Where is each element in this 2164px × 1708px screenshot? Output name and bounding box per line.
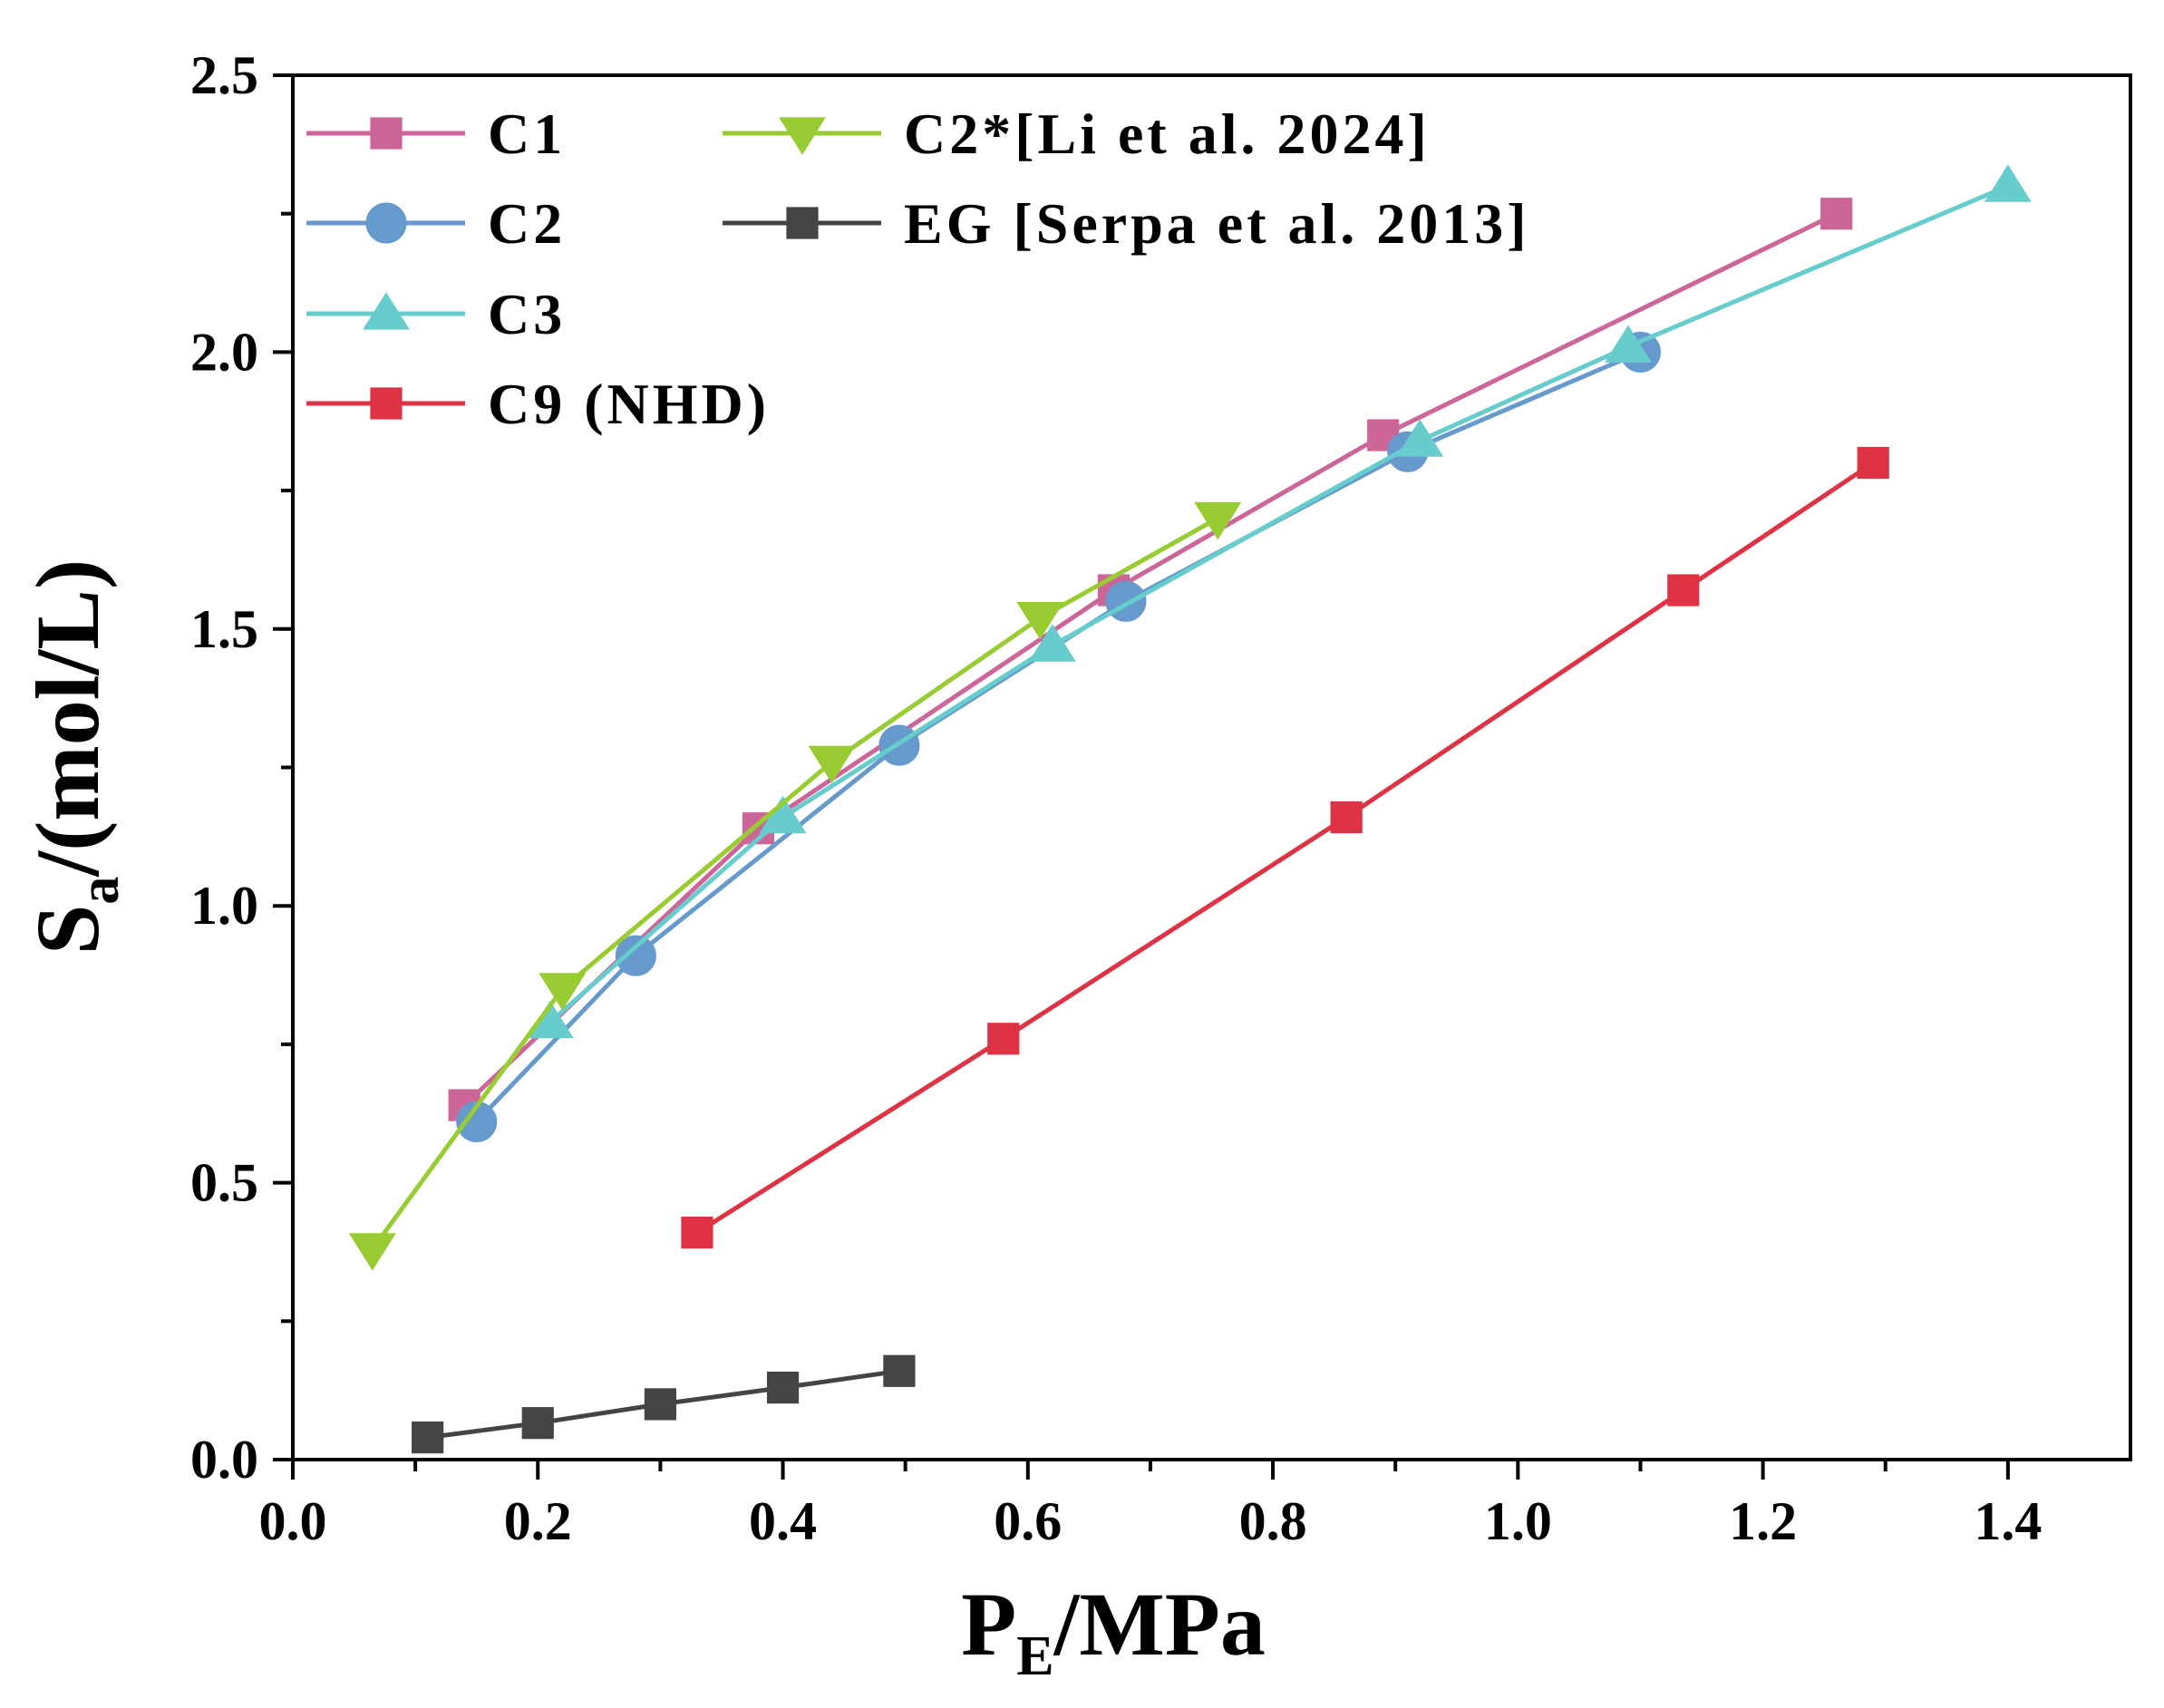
data-point [1396,419,1444,457]
data-point [987,1023,1020,1055]
data-point [808,745,856,784]
data-point [1016,601,1064,640]
legend-swatch-marker [370,117,403,150]
legend-swatch-marker [370,387,403,420]
x-tick-label: 0.6 [994,1491,1062,1551]
legend-item-c2-li-et-al-2024: C2*[Li et al. 2024] [723,102,1431,166]
legend-label: EG [Serpa et al. 2013] [904,191,1530,256]
series-c9-nhd [681,446,1889,1249]
data-point [615,935,656,976]
data-point [412,1421,444,1454]
data-point [1857,446,1889,480]
legend-item-eg-serpa-et-al-2013: EG [Serpa et al. 2013] [723,191,1530,256]
data-point [539,973,587,1011]
x-axis-title: PE/MPa [961,1574,1266,1687]
legend-item-c3: C3 [306,282,566,346]
data-point [1604,325,1652,363]
x-tick-label: 0.2 [504,1491,572,1551]
data-point [1105,580,1147,622]
data-point [348,1233,396,1271]
series-line [548,183,2009,1024]
data-point [456,1101,498,1142]
y-tick-label: 2.5 [190,45,258,105]
y-tick-label: 0.0 [190,1430,258,1490]
legend-label: C3 [488,282,566,346]
series-c3 [526,164,2032,1039]
x-tick-label: 1.0 [1484,1491,1552,1551]
legend-swatch-marker [786,207,819,239]
x-tick-label: 0.0 [259,1491,327,1551]
y-axis-title-unit: /(mol/L) [17,559,118,878]
data-point [766,1371,800,1404]
x-axis-title-unit: /MPa [1053,1574,1266,1674]
x-tick-label: 1.4 [1974,1491,2042,1551]
x-tick-label: 0.4 [749,1491,817,1551]
x-axis-title-main: P [961,1574,1016,1674]
data-point [1194,502,1242,540]
y-tick-label: 1.5 [190,599,258,659]
y-tick-label: 0.5 [190,1153,258,1213]
legend-swatch-marker [363,292,410,330]
legend-item-c1: C1 [306,102,566,166]
data-point [883,1354,916,1387]
legend-label: C9 (NHD) [488,372,770,436]
legend-item-c2: C2 [306,191,566,256]
legend-swatch-marker [365,202,407,244]
legend-swatch-marker [779,117,826,155]
data-point [521,1407,554,1440]
plot-series [348,164,2032,1454]
legend-label: C2 [488,191,566,256]
data-point [1028,624,1076,662]
data-point [1330,801,1363,834]
y-axis-title-main: S [17,905,118,956]
y-tick-label: 1.0 [190,876,258,936]
data-point [681,1216,713,1249]
legend-label: C1 [488,102,566,166]
x-tick-label: 1.2 [1729,1491,1797,1551]
data-point [1820,198,1853,230]
data-point [644,1388,676,1421]
series-eg-serpa-et-al-2013 [412,1354,916,1454]
series-c2-li-et-al-2024 [348,502,1242,1271]
y-axis-title-sub: a [69,877,131,905]
axes: 0.0 0.2 0.4 0.6 0.8 1.0 1.2 1.4 0.0 0.5 1.0 1.5 2.0 2… [190,45,2132,1551]
data-point [1984,164,2032,202]
legend-item-c9-nhd: C9 (NHD) [306,372,770,436]
legend-label: C2*[Li et al. 2024] [904,102,1431,166]
x-axis-title-sub: E [1016,1626,1053,1687]
y-tick-label: 2.0 [190,322,258,382]
legend: C1 C2 C3 C9 (NHD) C2*[Li et al. 2024] EG [Ser… [306,102,1530,436]
data-point [1667,574,1700,607]
x-tick-label: 0.8 [1239,1491,1307,1551]
y-axis-title: Sa/(mol/L) [17,559,131,956]
